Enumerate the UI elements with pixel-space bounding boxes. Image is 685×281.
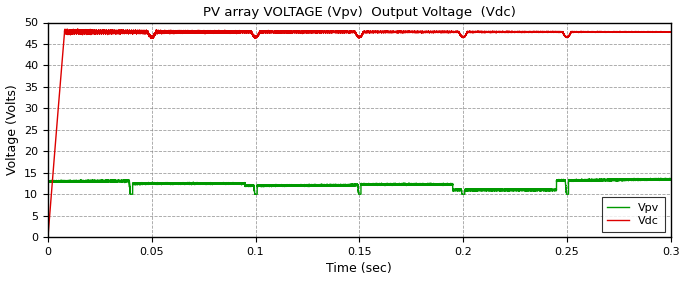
Title: PV array VOLTAGE (Vpv)  Output Voltage  (Vdc): PV array VOLTAGE (Vpv) Output Voltage (V… [203, 6, 516, 19]
Vpv [126, 192, 134, 196]
Vpv [282, 184, 290, 187]
Vpv [506, 188, 514, 192]
Legend: Vpv, Vdc: Vpv, Vdc [601, 197, 665, 232]
Vdc [282, 30, 290, 34]
Vdc [382, 30, 390, 34]
Y-axis label: Voltage (Volts): Voltage (Volts) [5, 85, 18, 175]
X-axis label: Time (sec): Time (sec) [327, 262, 393, 275]
Vdc [194, 31, 202, 34]
Vpv [419, 182, 427, 186]
Vdc [506, 30, 514, 34]
Line: Vdc: Vdc [48, 29, 671, 237]
Vpv [194, 182, 202, 185]
Vpv [667, 177, 675, 180]
Vdc [44, 235, 52, 239]
Vdc [86, 29, 95, 32]
Vpv [44, 180, 52, 183]
Vpv [661, 176, 669, 180]
Vpv [382, 183, 390, 186]
Vdc [73, 27, 82, 31]
Vdc [667, 30, 675, 33]
Vpv [86, 179, 95, 182]
Vdc [419, 30, 427, 34]
Line: Vpv: Vpv [48, 178, 671, 194]
